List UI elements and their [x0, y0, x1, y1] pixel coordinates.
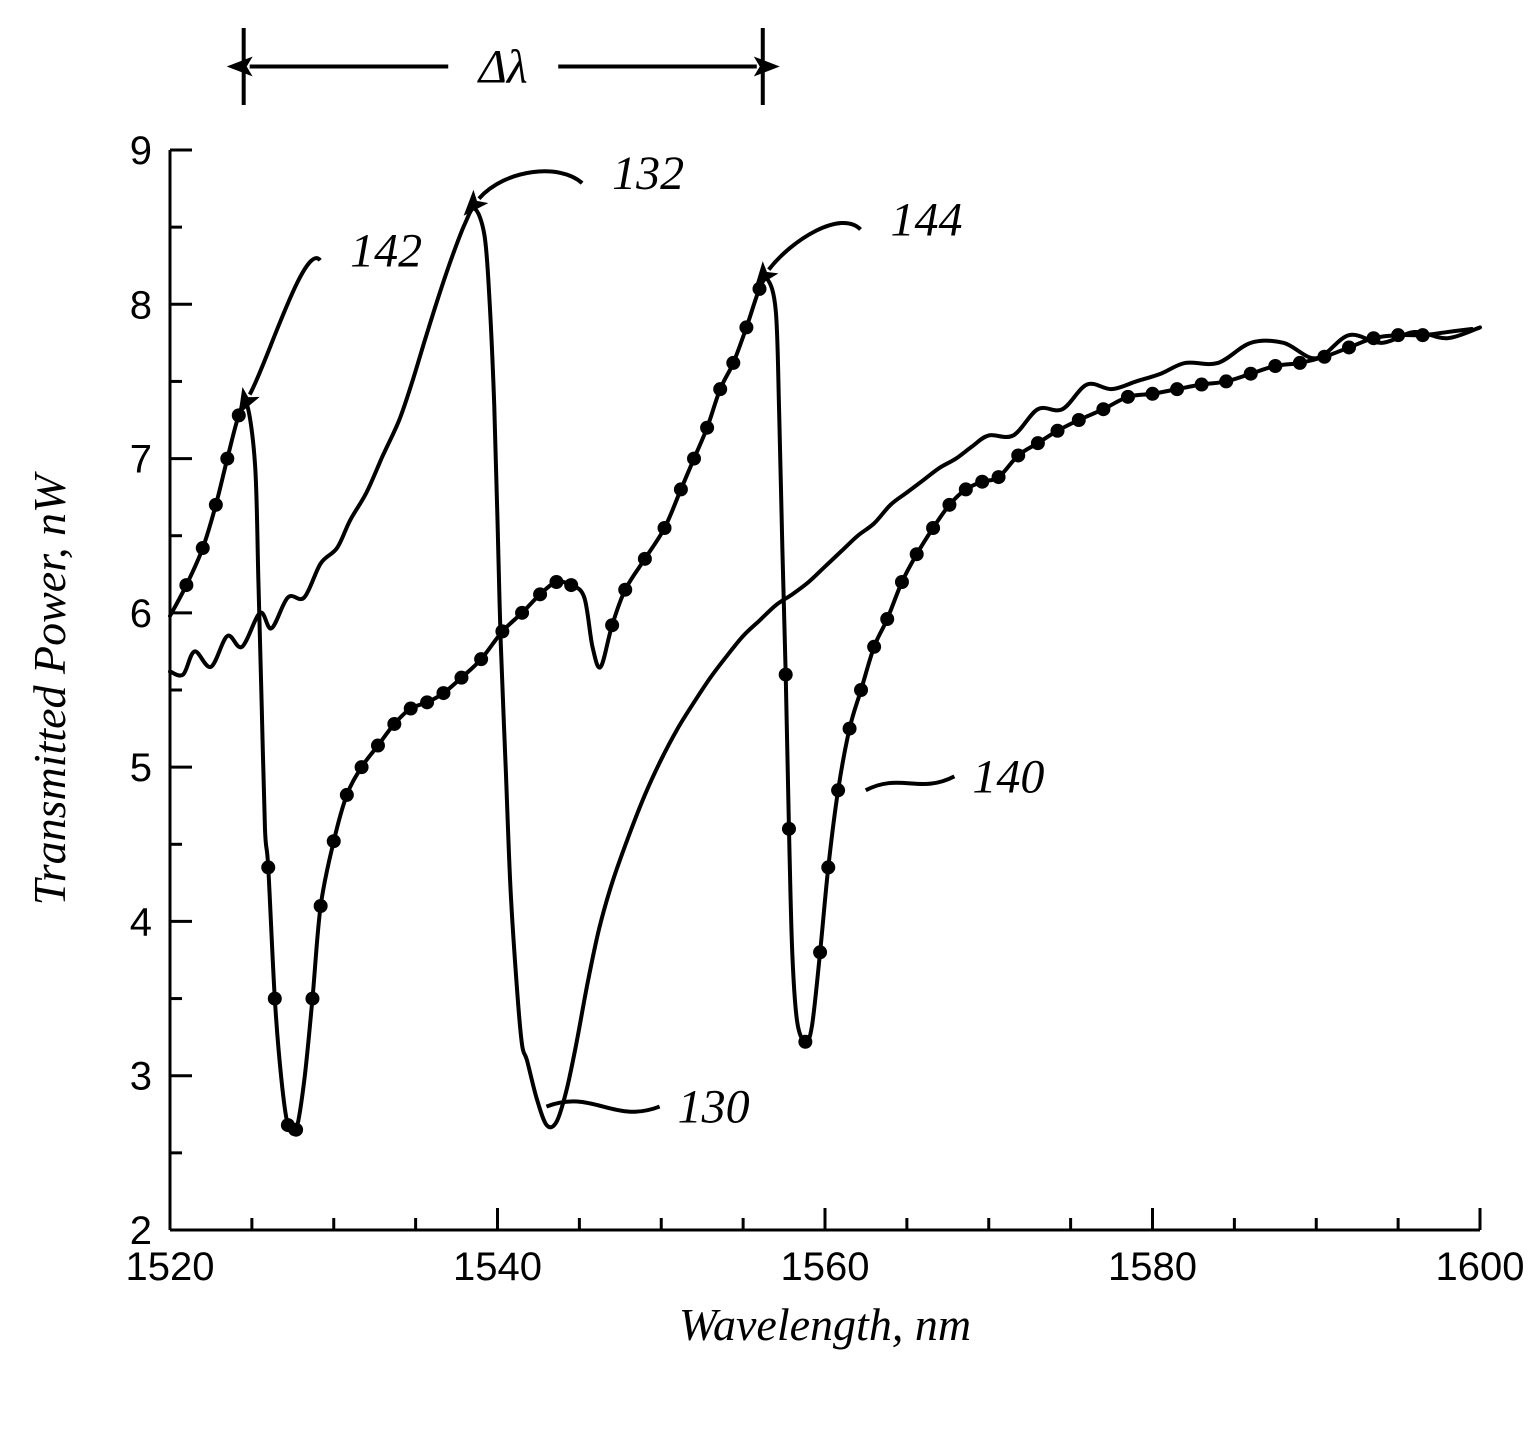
data-marker	[831, 783, 845, 797]
data-marker	[798, 1035, 812, 1049]
data-marker	[232, 408, 246, 422]
data-marker	[700, 421, 714, 435]
data-marker	[1051, 424, 1065, 438]
data-marker	[220, 452, 234, 466]
callout-label-140: 140	[972, 750, 1044, 803]
chart-svg: 1520154015601580160023456789Wavelength, …	[0, 0, 1533, 1450]
data-marker	[209, 498, 223, 512]
data-marker	[314, 899, 328, 913]
data-marker	[867, 640, 881, 654]
data-marker	[1011, 448, 1025, 462]
data-marker	[975, 475, 989, 489]
callout-arrow-142	[250, 258, 320, 394]
callout-label-130: 130	[678, 1081, 750, 1134]
data-marker	[420, 695, 434, 709]
data-marker	[605, 618, 619, 632]
data-marker	[753, 282, 767, 296]
y-axis-label: Transmitted Power, nW	[24, 471, 75, 905]
data-marker	[387, 717, 401, 731]
data-marker	[436, 686, 450, 700]
data-marker	[549, 575, 563, 589]
data-marker	[268, 992, 282, 1006]
data-marker	[1268, 359, 1282, 373]
data-marker	[674, 482, 688, 496]
callout-label-132: 132	[612, 147, 684, 200]
data-marker	[1146, 387, 1160, 401]
data-marker	[533, 587, 547, 601]
ytick-label: 8	[130, 283, 152, 327]
data-marker	[1342, 340, 1356, 354]
ytick-label: 5	[130, 746, 152, 790]
xtick-label: 1600	[1436, 1245, 1525, 1289]
data-marker	[474, 652, 488, 666]
chart-container: 1520154015601580160023456789Wavelength, …	[0, 0, 1533, 1450]
data-marker	[1121, 390, 1135, 404]
data-marker	[1416, 328, 1430, 342]
data-marker	[1317, 350, 1331, 364]
data-marker	[1170, 382, 1184, 396]
callout-connector-140	[866, 776, 955, 790]
data-marker	[1367, 331, 1381, 345]
data-marker	[495, 624, 509, 638]
data-marker	[687, 452, 701, 466]
data-marker	[959, 482, 973, 496]
data-marker	[782, 822, 796, 836]
data-marker	[880, 612, 894, 626]
xtick-label: 1540	[453, 1245, 542, 1289]
callout-arrow-144	[769, 223, 861, 270]
data-marker	[1391, 328, 1405, 342]
data-marker	[1219, 374, 1233, 388]
delta-lambda-label: Δλ	[477, 41, 528, 94]
data-marker	[843, 722, 857, 736]
callout-label-144: 144	[891, 193, 963, 246]
data-marker	[261, 860, 275, 874]
data-marker	[992, 470, 1006, 484]
xtick-label: 1560	[781, 1245, 870, 1289]
data-marker	[454, 671, 468, 685]
data-marker	[1096, 402, 1110, 416]
curve-140	[170, 278, 1472, 1133]
data-marker	[638, 552, 652, 566]
curve-130	[170, 208, 1480, 1127]
ytick-label: 6	[130, 592, 152, 636]
data-marker	[895, 575, 909, 589]
data-marker	[404, 702, 418, 716]
ytick-label: 4	[130, 900, 152, 944]
ytick-label: 9	[130, 129, 152, 173]
data-marker	[658, 521, 672, 535]
data-marker	[1293, 356, 1307, 370]
data-marker	[926, 521, 940, 535]
data-marker	[713, 382, 727, 396]
data-marker	[1244, 367, 1258, 381]
data-marker	[813, 945, 827, 959]
data-marker	[726, 356, 740, 370]
data-marker	[289, 1123, 303, 1137]
callout-arrow-132	[479, 171, 582, 198]
xtick-label: 1580	[1108, 1245, 1197, 1289]
data-marker	[739, 320, 753, 334]
data-marker	[515, 606, 529, 620]
data-marker	[355, 760, 369, 774]
data-marker	[305, 992, 319, 1006]
data-marker	[854, 683, 868, 697]
data-marker	[1072, 413, 1086, 427]
ytick-label: 3	[130, 1055, 152, 1099]
callout-label-142: 142	[350, 224, 422, 277]
data-marker	[179, 578, 193, 592]
data-marker	[327, 834, 341, 848]
data-marker	[564, 578, 578, 592]
data-marker	[942, 498, 956, 512]
ytick-label: 2	[130, 1209, 152, 1253]
data-marker	[821, 860, 835, 874]
data-marker	[1031, 436, 1045, 450]
data-marker	[196, 541, 210, 555]
data-marker	[618, 583, 632, 597]
data-marker	[1195, 378, 1209, 392]
data-marker	[340, 788, 354, 802]
data-marker	[371, 739, 385, 753]
x-axis-label: Wavelength, nm	[679, 1299, 971, 1350]
data-marker	[910, 547, 924, 561]
ytick-label: 7	[130, 438, 152, 482]
data-marker	[779, 668, 793, 682]
